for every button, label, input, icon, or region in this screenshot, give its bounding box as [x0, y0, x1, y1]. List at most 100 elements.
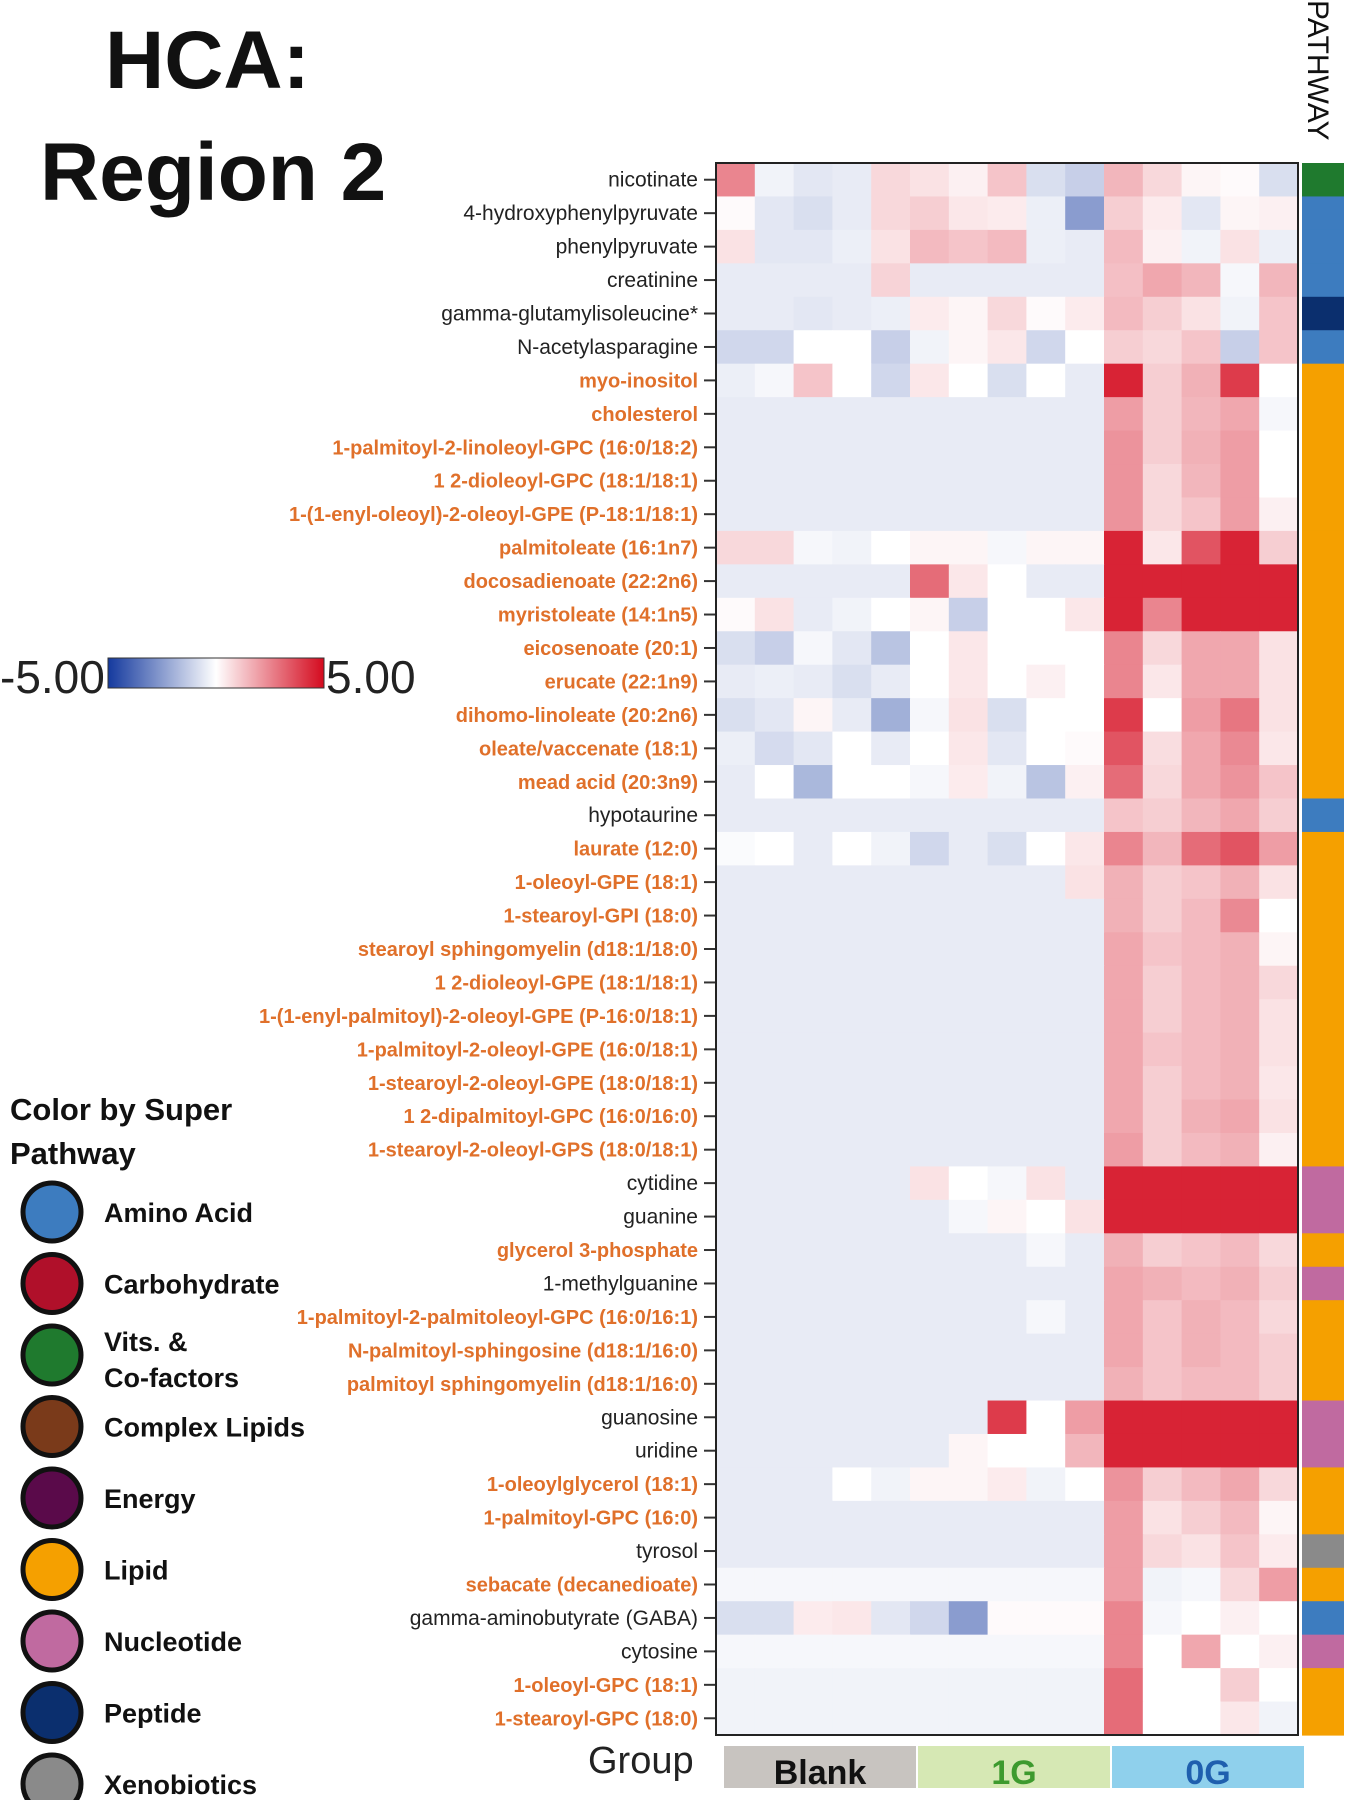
pathway-bar-cell — [1302, 464, 1344, 499]
heatmap-cell — [1065, 1534, 1105, 1569]
heatmap-cell — [1142, 631, 1183, 666]
legend-title-line1: Color by Super — [10, 1092, 232, 1127]
row-label: 1-palmitoyl-2-linoleoyl-GPC (16:0/18:2) — [332, 437, 698, 459]
heatmap-cell — [910, 296, 950, 331]
heatmap-cell — [832, 1266, 872, 1301]
heatmap-cell — [987, 263, 1027, 298]
heatmap-cell — [910, 1032, 950, 1067]
heatmap-cell — [1104, 597, 1144, 632]
heatmap-cell — [987, 1634, 1027, 1669]
heatmap-cell — [1026, 1233, 1066, 1268]
heatmap-cell — [832, 263, 872, 298]
heatmap-cell — [1181, 1534, 1221, 1569]
pathway-bar-cell — [1302, 363, 1344, 398]
heatmap-cell — [987, 1534, 1027, 1569]
pathway-bar-cell — [1302, 330, 1344, 365]
group-band — [1112, 1746, 1304, 1788]
heatmap-cell — [1142, 497, 1183, 532]
heatmap-cell — [910, 731, 950, 766]
heatmap-cell — [1220, 664, 1260, 699]
heatmap-cell — [1142, 1233, 1183, 1268]
heatmap-cell — [1104, 497, 1144, 532]
row-label: stearoyl sphingomyelin (d18:1/18:0) — [358, 939, 698, 961]
row-label: guanosine — [601, 1406, 698, 1429]
heatmap-cell — [832, 932, 872, 967]
heatmap-cell — [832, 798, 872, 833]
group-band — [918, 1746, 1110, 1788]
heatmap-cell — [793, 1601, 833, 1636]
heatmap-cell — [793, 932, 833, 967]
heatmap-cell — [1104, 898, 1144, 933]
heatmap-cell — [1026, 330, 1066, 365]
heatmap-cell — [754, 1300, 795, 1335]
heatmap-cell — [754, 564, 795, 599]
heatmap-cell — [754, 731, 795, 766]
heatmap-cell — [1026, 965, 1066, 1000]
heatmap-cell — [1181, 1166, 1221, 1201]
heatmap-cell — [754, 1467, 795, 1502]
legend-label: Xenobiotics — [104, 1770, 257, 1800]
heatmap-cell — [1181, 898, 1221, 933]
heatmap-cell — [1026, 731, 1066, 766]
heatmap-cell — [1181, 1500, 1221, 1535]
pathway-bar-cell — [1302, 731, 1344, 766]
heatmap-cell — [1026, 765, 1066, 800]
heatmap-cell — [987, 363, 1027, 398]
heatmap-cell — [987, 1066, 1027, 1101]
heatmap-cell — [987, 397, 1027, 432]
heatmap-cell — [793, 363, 833, 398]
heatmap-cell — [832, 1032, 872, 1067]
heatmap-cell — [793, 497, 833, 532]
heatmap-cell — [871, 397, 911, 432]
legend-swatch — [20, 1609, 84, 1673]
heatmap-cell — [754, 865, 795, 900]
heatmap-cell — [793, 898, 833, 933]
heatmap-cell — [871, 1300, 911, 1335]
heatmap-cell — [793, 330, 833, 365]
heatmap-cell — [1142, 1634, 1183, 1669]
heatmap-cell — [871, 965, 911, 1000]
heatmap-cell — [910, 1433, 950, 1469]
heatmap-cell — [1259, 1601, 1299, 1636]
heatmap-cell — [1142, 1668, 1183, 1703]
heatmap-cell — [1104, 1132, 1144, 1168]
heatmap-cell — [987, 664, 1027, 699]
heatmap-cell — [832, 1701, 872, 1736]
heatmap-cell — [871, 1099, 911, 1134]
heatmap-cell — [1259, 999, 1299, 1034]
heatmap-cell — [910, 664, 950, 699]
heatmap-cell — [948, 1132, 989, 1168]
pathway-bar-cell — [1302, 1166, 1344, 1201]
heatmap-cell — [948, 932, 989, 967]
row-label: gamma-aminobutyrate (GABA) — [410, 1607, 698, 1630]
row-label: palmitoyl sphingomyelin (d18:1/16:0) — [347, 1374, 698, 1396]
heatmap-cell — [1065, 1300, 1105, 1335]
heatmap-cell — [1181, 1601, 1221, 1636]
heatmap-cell — [832, 196, 872, 231]
pathway-bar-cell — [1302, 1266, 1344, 1301]
heatmap-cell — [1220, 430, 1260, 465]
heatmap-cell — [948, 1534, 989, 1569]
heatmap-cell — [716, 464, 756, 499]
heatmap-cell — [1142, 597, 1183, 632]
heatmap-cell — [1181, 1266, 1221, 1301]
heatmap-cell — [716, 798, 756, 833]
heatmap-cell — [871, 330, 911, 365]
heatmap-cell — [1259, 1099, 1299, 1134]
heatmap-cell — [1104, 1668, 1144, 1703]
figure-title-line2: Region 2 — [40, 127, 386, 218]
heatmap-cell — [1142, 163, 1183, 198]
row-label: N-palmitoyl-sphingosine (d18:1/16:0) — [348, 1340, 698, 1362]
heatmap-cell — [793, 999, 833, 1034]
heatmap-cell — [1220, 397, 1260, 432]
heatmap-cell — [716, 664, 756, 699]
heatmap-cell — [1259, 296, 1299, 331]
pathway-bar-cell — [1302, 631, 1344, 666]
heatmap-cell — [1065, 1132, 1105, 1168]
heatmap-cell — [1142, 363, 1183, 398]
heatmap-cell — [1181, 1333, 1221, 1368]
legend-label-line2: Co-factors — [104, 1363, 239, 1393]
heatmap-cell — [754, 664, 795, 699]
colorbar-gradient — [107, 657, 325, 689]
heatmap-cell — [1104, 1500, 1144, 1535]
